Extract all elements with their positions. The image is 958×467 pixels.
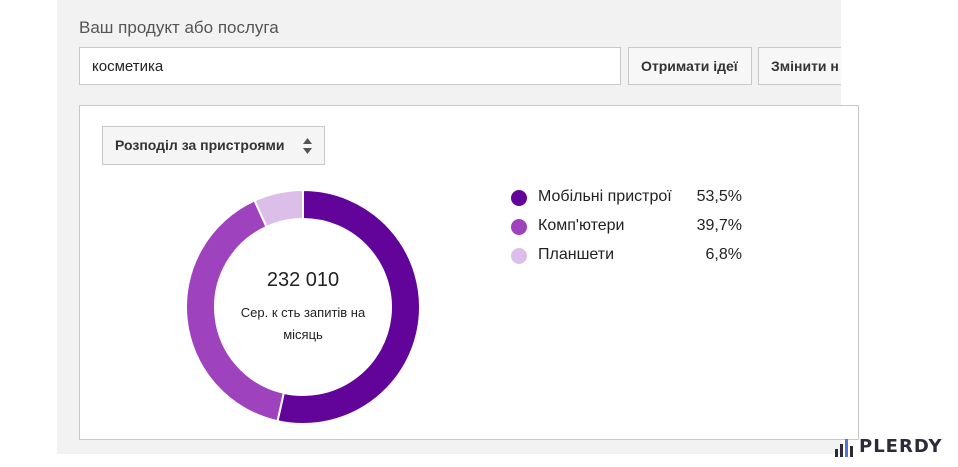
total-caption: Сер. к сть запитів на місяць: [213, 302, 393, 346]
legend-label: Мобільні пристрої: [538, 188, 672, 205]
total-caption-line-1: Сер. к сть запитів на: [240, 305, 366, 320]
total-monthly-searches: 232 010: [266, 269, 340, 291]
legend-swatch: [511, 219, 527, 235]
legend-item-computers: Комп'ютери 39,7%: [511, 216, 751, 238]
legend-item-tablets: Планшети 6,8%: [511, 245, 751, 267]
legend-label: Планшети: [538, 246, 615, 263]
donut-slice-mobile: [276, 189, 421, 425]
legend-swatch: [511, 190, 527, 206]
product-label: Ваш продукт або послуга: [79, 18, 279, 37]
total-caption-line-2: місяць: [283, 327, 323, 342]
device-distribution-select[interactable]: Розподіл за пристроями: [102, 126, 325, 165]
bar-chart-logo-icon: [835, 439, 853, 457]
legend-value: 6,8%: [705, 246, 742, 263]
viewport-edge: [841, 0, 958, 467]
device-select-label: Розподіл за пристроями: [115, 137, 285, 153]
logo-bar: [840, 444, 843, 457]
get-ideas-button[interactable]: Отримати ідеї: [628, 47, 752, 85]
legend-item-mobile: Мобільні пристрої 53,5%: [511, 187, 751, 209]
legend-label: Комп'ютери: [538, 217, 625, 234]
donut-slice-tablets: [253, 189, 304, 229]
legend-swatch: [511, 248, 527, 264]
legend-value: 39,7%: [696, 217, 742, 234]
product-input[interactable]: [79, 47, 621, 85]
legend-value: 53,5%: [696, 188, 742, 205]
logo-bar: [850, 446, 853, 457]
brand-name: PLERDY: [859, 436, 943, 457]
logo-bar: [845, 439, 848, 457]
logo-bar: [835, 449, 838, 457]
sort-arrows-icon: [303, 138, 312, 154]
device-donut-chart: [185, 189, 421, 425]
change-button[interactable]: Змінити н: [758, 47, 848, 85]
